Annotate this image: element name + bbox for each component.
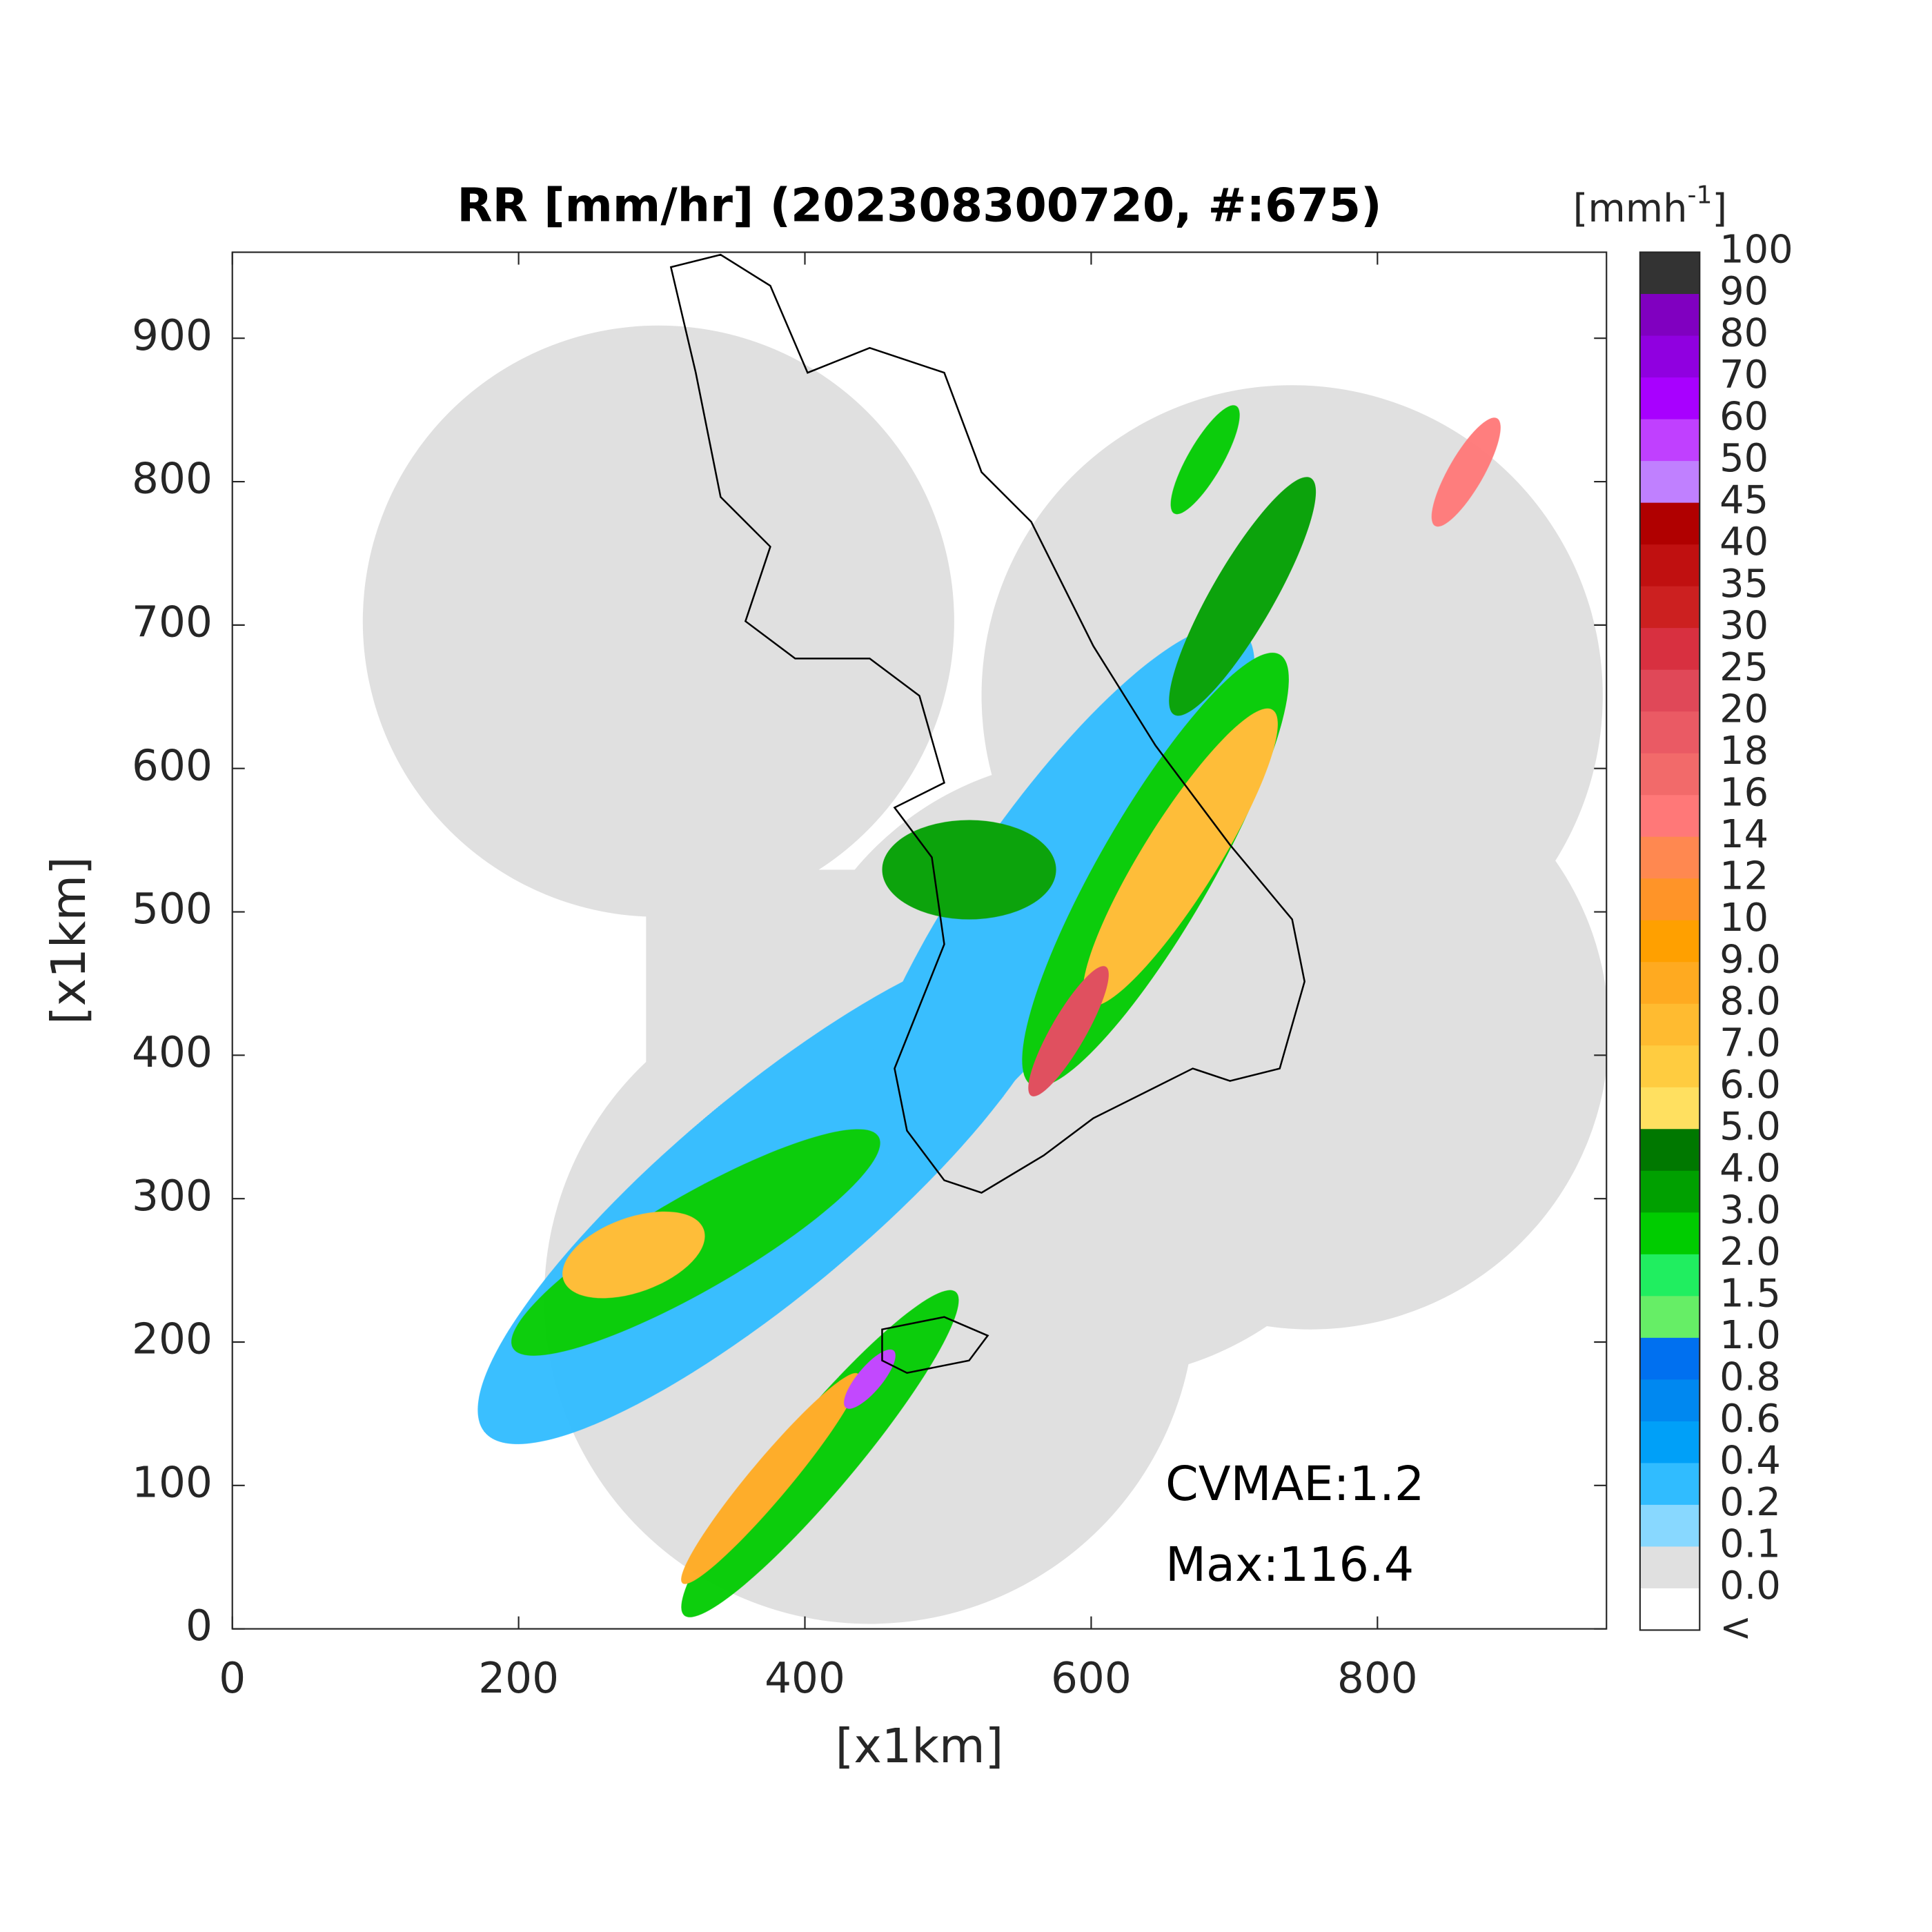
x-tick-label: 600 [1051, 1654, 1132, 1703]
colorbar-label: 70 [1719, 353, 1768, 397]
y-axis-label: [x1km] [41, 856, 97, 1025]
colorbar-segment [1639, 1504, 1700, 1548]
colorbar-label: 0.8 [1719, 1354, 1781, 1399]
colorbar-label: 60 [1719, 395, 1768, 440]
colorbar-label: 18 [1719, 729, 1768, 773]
y-tick-label: 500 [132, 885, 213, 934]
colorbar-segment [1639, 1296, 1700, 1339]
colorbar-label: 2.0 [1719, 1230, 1781, 1274]
colorbar-label: 1.0 [1719, 1313, 1781, 1358]
colorbar-segment [1639, 544, 1700, 587]
colorbar-segment [1639, 878, 1700, 921]
colorbar-label: 30 [1719, 603, 1768, 648]
colorbar-label: 12 [1719, 854, 1768, 898]
colorbar-segment [1639, 1546, 1700, 1589]
colorbar-segment [1639, 1212, 1700, 1255]
colorbar-segment [1639, 1170, 1700, 1214]
y-tick-label: 700 [132, 598, 213, 647]
colorbar-unit: [mmh-1] [1573, 181, 1728, 232]
colorbar-segment [1639, 628, 1700, 671]
colorbar-label: 50 [1719, 436, 1768, 481]
y-tick-label: 300 [132, 1172, 213, 1221]
colorbar-frame [1639, 251, 1701, 1631]
colorbar-label: 5.0 [1719, 1104, 1781, 1149]
colorbar-label: < [1719, 1606, 1752, 1650]
colorbar-label: 25 [1719, 645, 1768, 690]
colorbar-label: 16 [1719, 770, 1768, 815]
x-tick-label: 400 [765, 1654, 845, 1703]
x-tick-label: 800 [1337, 1654, 1418, 1703]
colorbar-label: 0.6 [1719, 1397, 1781, 1441]
colorbar-segment [1639, 419, 1700, 462]
y-tick-label: 0 [186, 1601, 213, 1650]
colorbar-segment [1639, 836, 1700, 880]
colorbar-label: 6.0 [1719, 1063, 1781, 1107]
y-tick-label: 400 [132, 1028, 213, 1077]
colorbar-segment [1639, 1129, 1700, 1172]
colorbar-segment [1639, 753, 1700, 796]
colorbar-label: 100 [1719, 228, 1793, 273]
colorbar-segment [1639, 252, 1700, 295]
colorbar-segment [1639, 461, 1700, 504]
colorbar-label: 14 [1719, 812, 1768, 857]
colorbar-label: 40 [1719, 520, 1768, 564]
colorbar-label: 1.5 [1719, 1271, 1781, 1316]
colorbar-segment [1639, 335, 1700, 378]
annotation: Max:116.4 [1165, 1537, 1414, 1593]
colorbar-segment [1639, 294, 1700, 337]
title: RR [mm/hr] (202308300720, #:675) [457, 179, 1381, 233]
coastline [669, 253, 1305, 1374]
colorbar-segment [1639, 962, 1700, 1005]
colorbar-label: 20 [1719, 687, 1768, 731]
colorbar-segment [1639, 1337, 1700, 1381]
colorbar-label: 0.4 [1719, 1439, 1781, 1483]
colorbar-segment [1639, 920, 1700, 963]
colorbar-segment [1639, 1045, 1700, 1088]
colorbar-segment [1639, 1421, 1700, 1464]
colorbar-label: 0.1 [1719, 1522, 1781, 1567]
colorbar-label: 10 [1719, 896, 1768, 940]
colorbar-segment [1639, 1003, 1700, 1047]
colorbar-label: 35 [1719, 562, 1768, 607]
colorbar-segment [1639, 711, 1700, 754]
colorbar-segment [1639, 1463, 1700, 1506]
colorbar-label: 3.0 [1719, 1187, 1781, 1232]
colorbar-segment [1639, 669, 1700, 713]
colorbar-label: 4.0 [1719, 1146, 1781, 1191]
y-tick-label: 600 [132, 741, 213, 790]
colorbar-label: 8.0 [1719, 979, 1781, 1024]
x-tick-label: 200 [478, 1654, 559, 1703]
colorbar-label: 0.0 [1719, 1564, 1781, 1608]
colorbar-segment [1639, 795, 1700, 838]
x-axis-label: [x1km] [836, 1719, 1004, 1774]
annotation: CVMAE:1.2 [1165, 1457, 1424, 1512]
colorbar-label: 45 [1719, 478, 1768, 523]
colorbar-segment [1639, 1588, 1700, 1631]
y-tick-label: 100 [132, 1458, 213, 1507]
colorbar-segment [1639, 1254, 1700, 1297]
colorbar-segment [1639, 1379, 1700, 1422]
colorbar-segment [1639, 377, 1700, 420]
y-tick-label: 900 [132, 311, 213, 360]
precipitation [477, 405, 1501, 1617]
y-tick-label: 800 [132, 455, 213, 504]
colorbar-label: 0.2 [1719, 1480, 1781, 1525]
colorbar-label: 7.0 [1719, 1021, 1781, 1065]
colorbar-label: 80 [1719, 311, 1768, 356]
colorbar-segment [1639, 502, 1700, 546]
x-tick-label: 0 [219, 1654, 246, 1703]
colorbar-label: 90 [1719, 269, 1768, 314]
radar-field [362, 253, 1607, 1624]
colorbar-label: 9.0 [1719, 937, 1781, 982]
y-tick-label: 200 [132, 1315, 213, 1364]
colorbar-segment [1639, 586, 1700, 629]
colorbar-segment [1639, 1087, 1700, 1130]
plot-frame [231, 251, 1608, 1630]
